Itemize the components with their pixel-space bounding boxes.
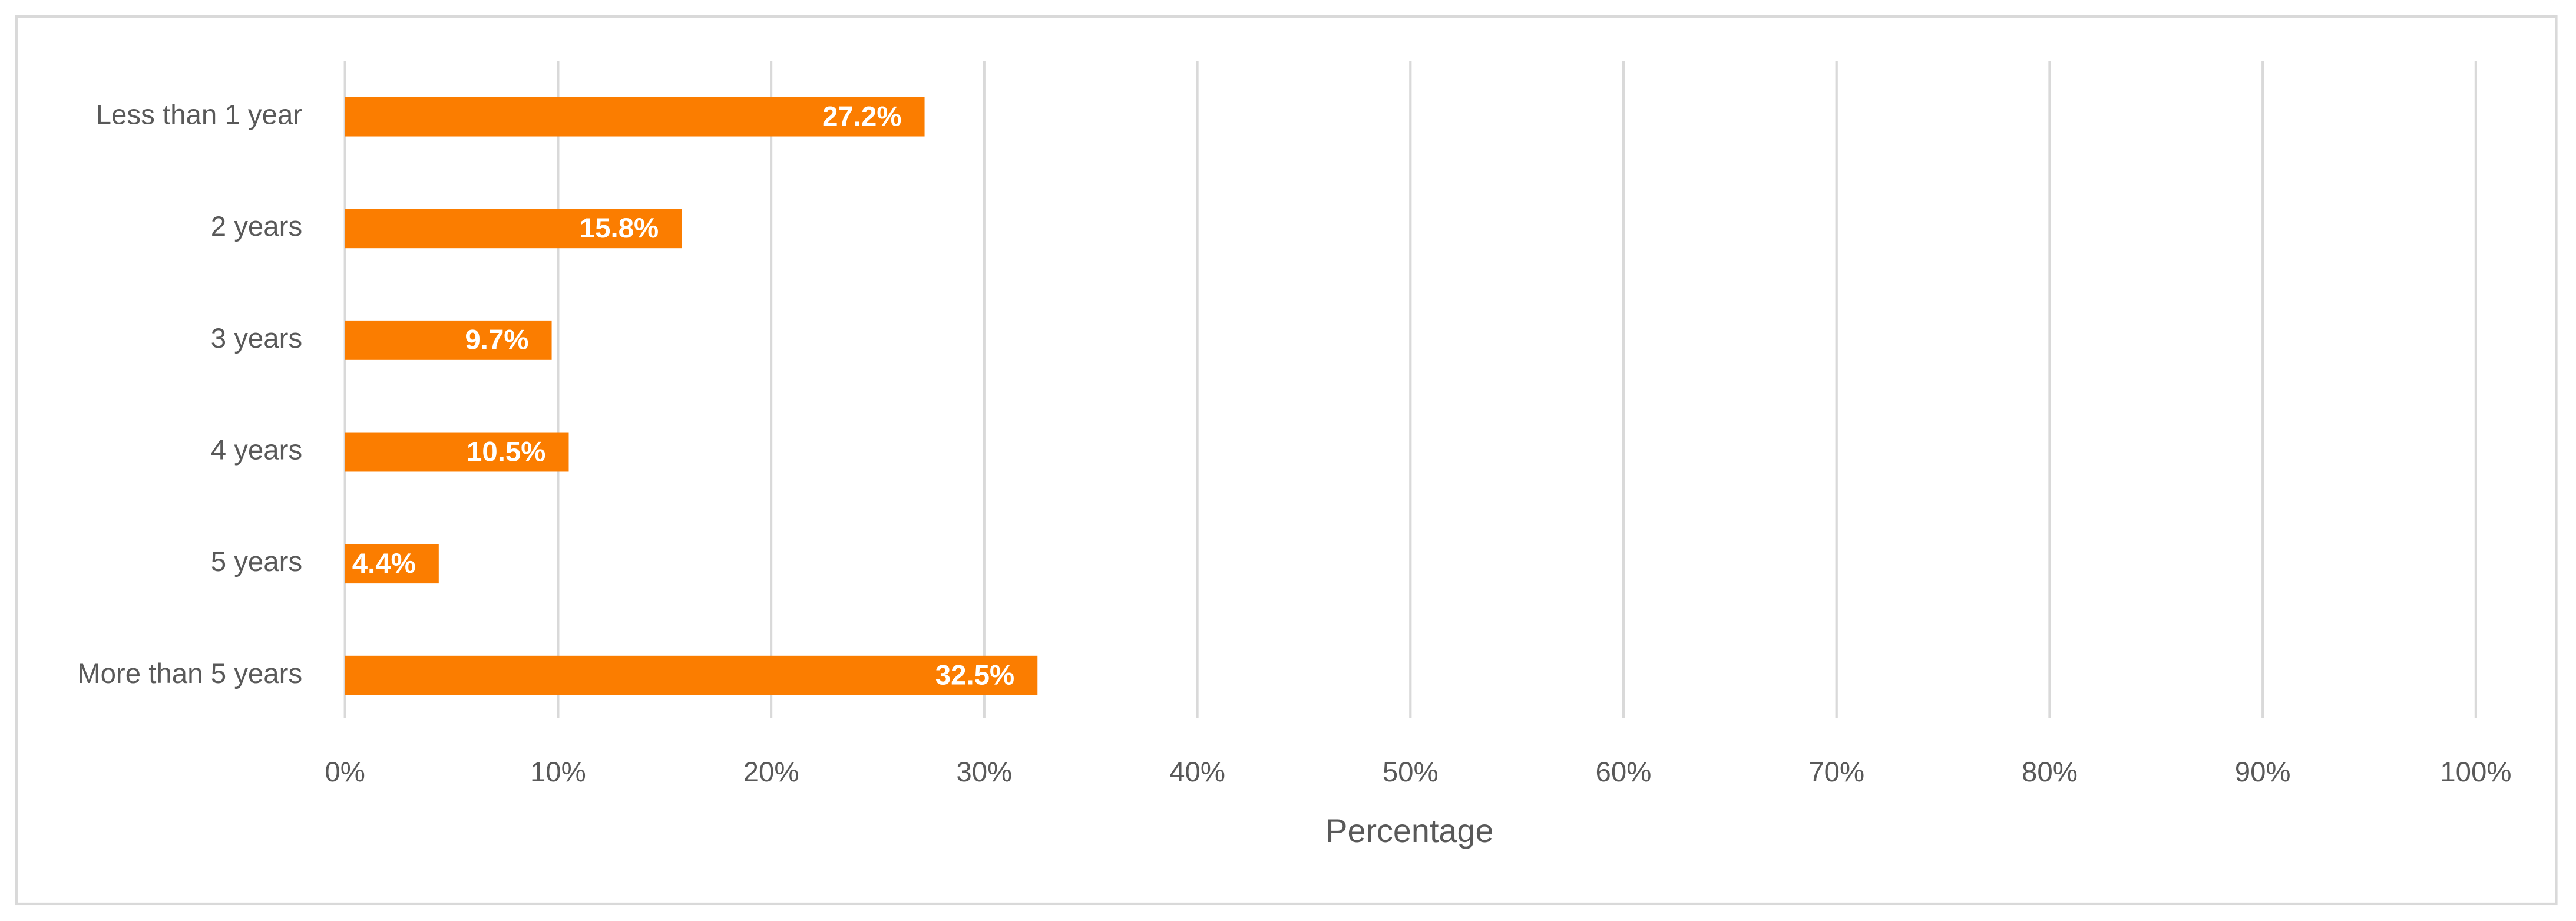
x-tick-label: 50% [1383, 757, 1439, 788]
value-label: 9.7% [465, 325, 528, 356]
x-tick-label: 30% [956, 757, 1012, 788]
y-tick-label: 5 years [211, 546, 302, 577]
x-tick-label: 10% [530, 757, 586, 788]
value-label: 10.5% [467, 436, 545, 467]
x-tick-label: 20% [743, 757, 799, 788]
x-axis-title: Percentage [1325, 813, 1493, 849]
y-tick-label: 4 years [211, 435, 302, 466]
y-tick-label: Less than 1 year [96, 100, 303, 131]
bar [345, 544, 439, 584]
value-label: 27.2% [822, 101, 901, 132]
bar [345, 655, 1038, 695]
x-tick-label: 80% [2022, 757, 2078, 788]
value-label: 4.4% [352, 548, 416, 579]
bar [345, 97, 925, 137]
value-label: 15.8% [580, 213, 659, 244]
bar [345, 209, 682, 249]
y-tick-label: 2 years [211, 211, 302, 242]
y-tick-label: 3 years [211, 323, 302, 354]
y-tick-label: More than 5 years [77, 658, 302, 689]
value-label: 32.5% [935, 660, 1014, 691]
bar [345, 320, 552, 360]
x-tick-label: 40% [1169, 757, 1225, 788]
x-tick-label: 0% [325, 757, 365, 788]
x-tick-label: 90% [2235, 757, 2291, 788]
x-tick-label: 60% [1596, 757, 1652, 788]
x-tick-label: 70% [1808, 757, 1864, 788]
x-tick-label: 100% [2440, 757, 2511, 788]
bar [345, 432, 569, 472]
